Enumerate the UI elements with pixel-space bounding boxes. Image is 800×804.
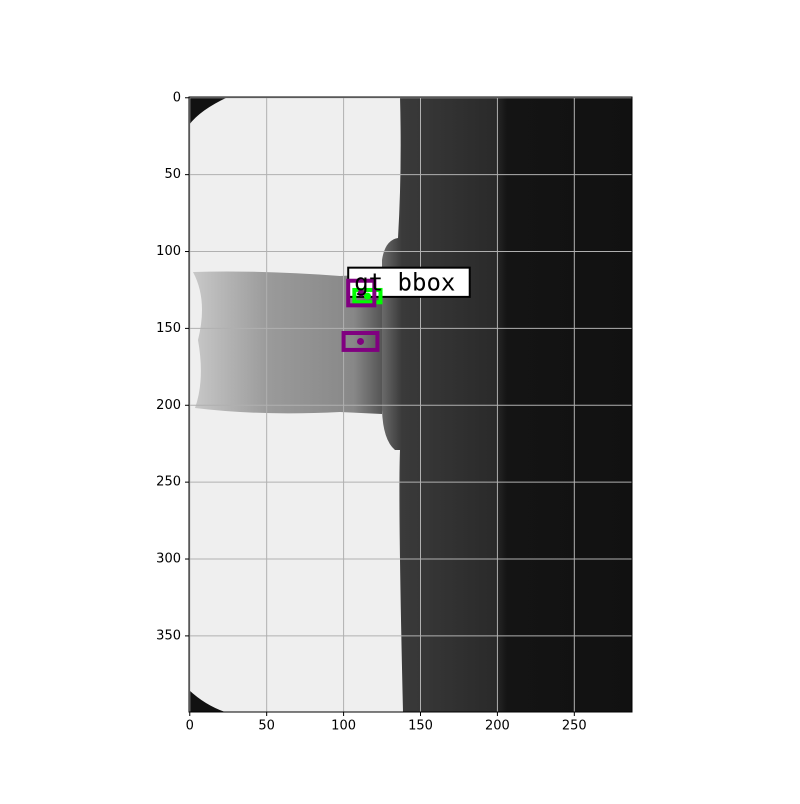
- y-tick-label: 300: [156, 552, 181, 567]
- axes-frame: [188, 96, 633, 713]
- y-tick-label: 350: [156, 628, 181, 643]
- image: [189, 97, 632, 712]
- y-tick-label: 250: [156, 475, 181, 490]
- y-tick-label: 200: [156, 398, 181, 413]
- annotations: gt bbox: [341, 266, 471, 352]
- y-tick-label: 100: [156, 244, 181, 259]
- x-tick-label: 200: [485, 719, 510, 734]
- bbox: [341, 331, 380, 352]
- x-tick-label: 0: [186, 719, 194, 734]
- label-text: gt bbox: [354, 268, 455, 296]
- x-tick-label: 150: [408, 719, 433, 734]
- bbox: [352, 287, 383, 305]
- grid: [189, 97, 632, 712]
- bbox-center: [357, 337, 365, 345]
- y-tick-label: 50: [164, 167, 181, 182]
- x-tick-label: 50: [258, 719, 275, 734]
- bbox-center: [357, 289, 365, 297]
- y-tick-label: 0: [173, 90, 181, 105]
- x-tick-label: 100: [331, 719, 356, 734]
- bbox: [346, 278, 377, 308]
- y-tick-label: 150: [156, 321, 181, 336]
- bbox-center: [363, 292, 371, 300]
- x-tick-label: 250: [562, 719, 587, 734]
